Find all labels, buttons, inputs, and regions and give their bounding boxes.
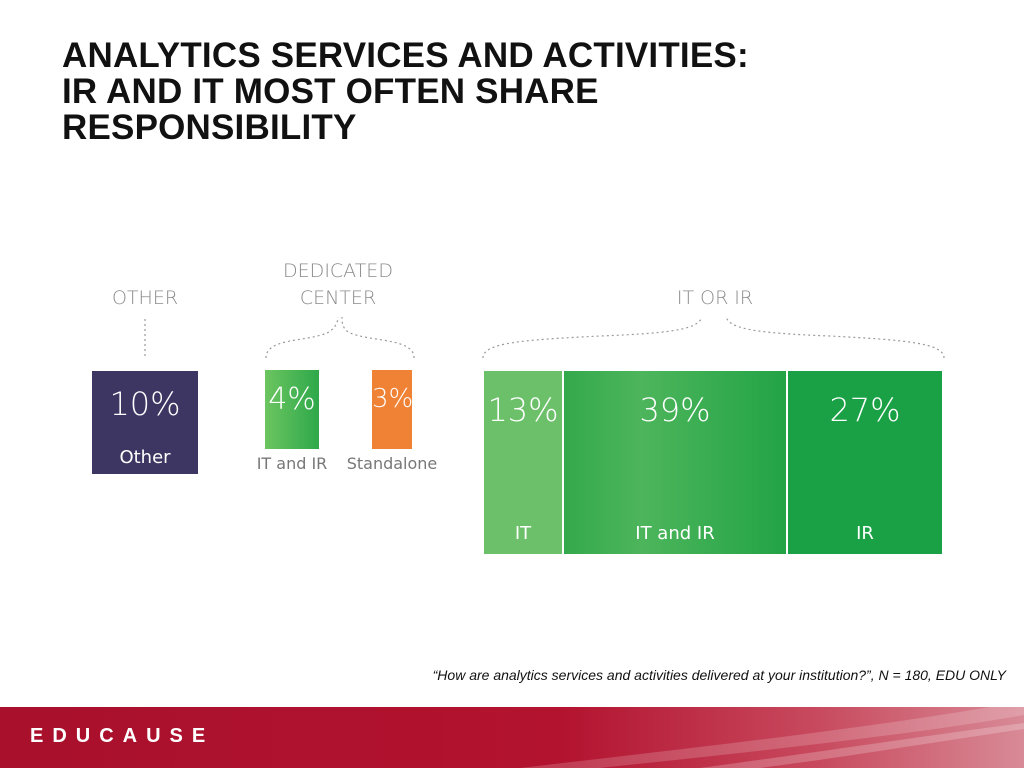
bar-other: 10% Other (92, 371, 198, 474)
category-label-other: Other (119, 447, 171, 468)
value-label-it: 13% (487, 391, 559, 429)
title-line-1: ANALYTICS SERVICES AND ACTIVITIES: (62, 36, 749, 75)
dedicated-brace-right (341, 316, 415, 359)
group-label-dedicated-1: DEDICATED (283, 260, 393, 282)
group-label-other: OTHER (111, 287, 179, 309)
bar-it: 13% IT (484, 371, 562, 554)
category-label-ir: IR (856, 523, 874, 544)
value-label-ir: 27% (829, 391, 901, 429)
value-label-standalone: 3% (372, 384, 414, 414)
title-line-2: IR AND IT MOST OFTEN SHARE (62, 72, 599, 111)
category-label-dedicated-it-and-ir: IT and IR (256, 454, 328, 473)
value-label-it-and-ir: 39% (639, 391, 711, 429)
group-label-it-or-ir: IT OR IR (676, 287, 754, 309)
value-label-other: 10% (109, 385, 181, 423)
category-label-it-and-ir: IT and IR (635, 523, 715, 544)
bar-it-and-ir: 39% IT and IR (564, 371, 786, 554)
dedicated-brace-left (265, 316, 339, 359)
category-label-it: IT (514, 523, 532, 544)
footer-swoosh-graphic (520, 707, 1024, 768)
it-or-ir-brace-right (725, 316, 945, 359)
group-label-dedicated-2: CENTER (299, 287, 377, 309)
bar-ir: 27% IR (788, 371, 942, 554)
category-label-standalone: Standalone (346, 454, 438, 473)
title-line-3: RESPONSIBILITY (62, 108, 357, 147)
page-title: ANALYTICS SERVICES AND ACTIVITIES: IR AN… (62, 38, 749, 146)
bar-standalone: 3% (372, 370, 414, 449)
educause-logo: EDUCAUSE (30, 725, 215, 747)
value-label-dedicated-it-and-ir: 4% (268, 382, 316, 417)
bar-dedicated-it-and-ir: 4% (265, 370, 319, 449)
footnote: “How are analytics services and activiti… (432, 667, 1006, 683)
it-or-ir-brace-left (482, 316, 703, 359)
footer-bar: EDUCAUSE (0, 707, 1024, 768)
